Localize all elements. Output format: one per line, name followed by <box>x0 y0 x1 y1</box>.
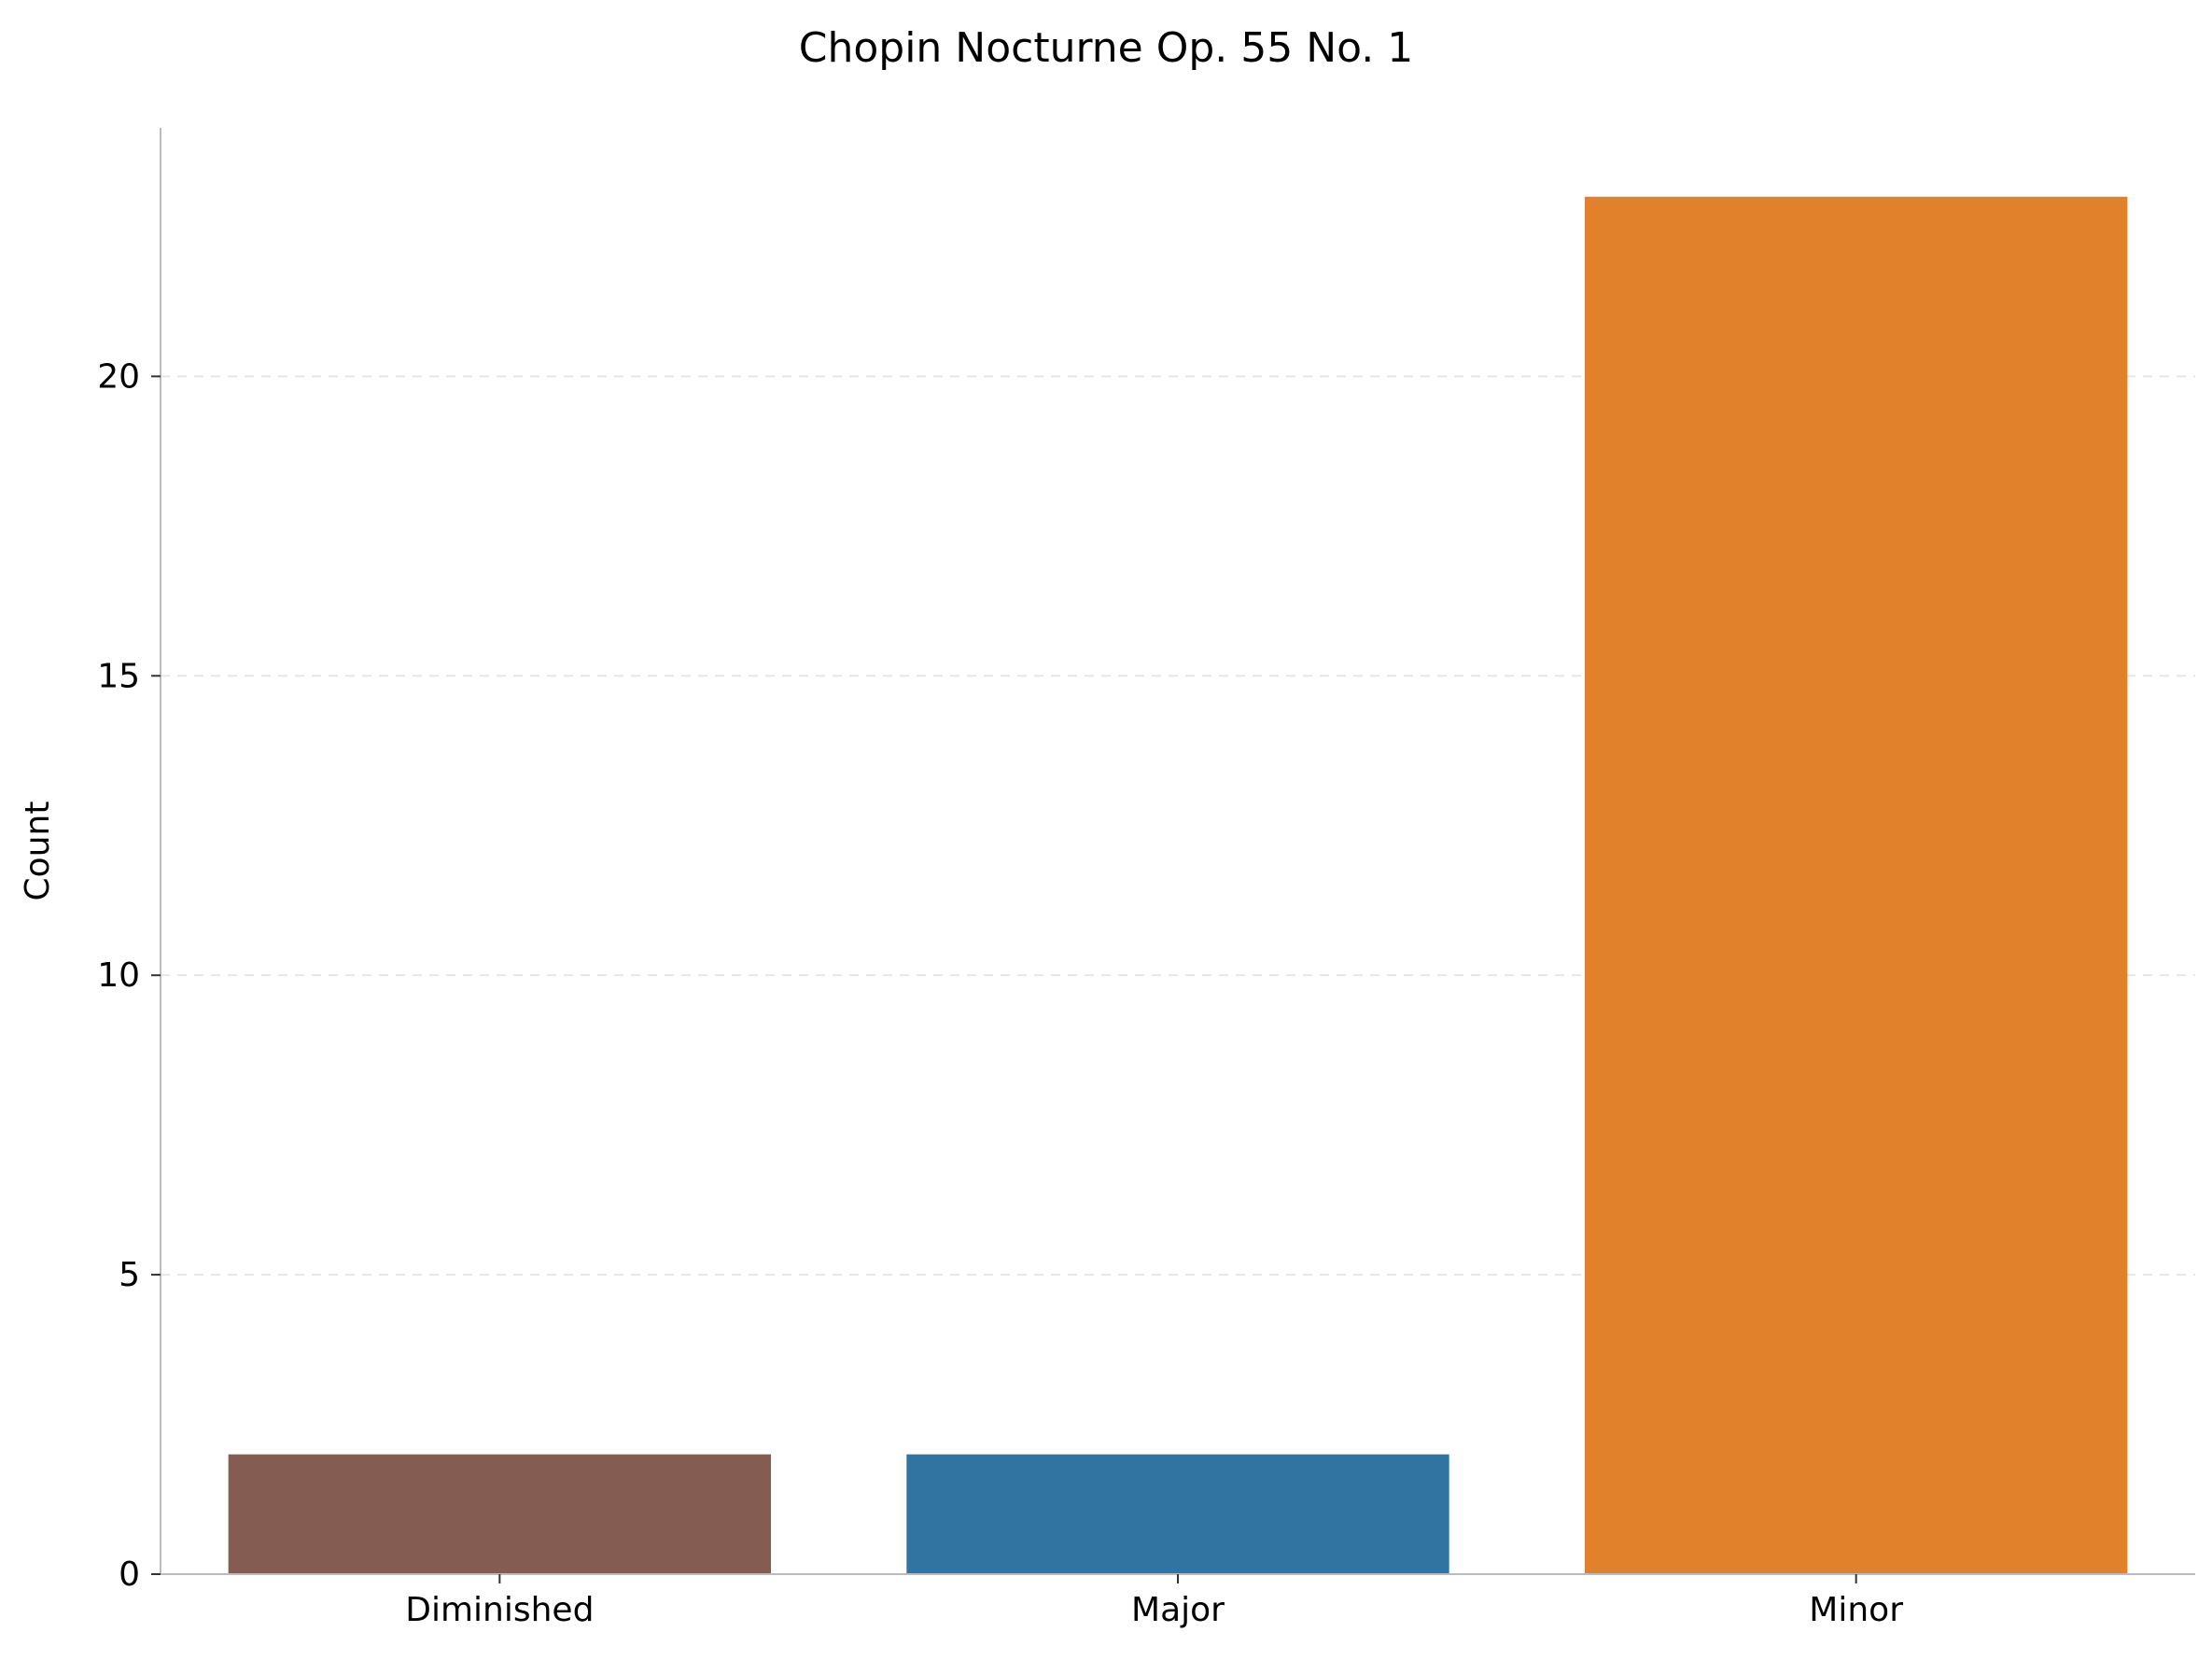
y-tick-label: 5 <box>119 1256 140 1294</box>
bar-major <box>906 1454 1449 1574</box>
y-tick-label: 0 <box>119 1555 140 1594</box>
x-tick-label: Minor <box>1809 1591 1903 1629</box>
y-tick-label: 20 <box>97 357 140 396</box>
bars <box>228 196 2128 1574</box>
bar-diminished <box>228 1454 771 1574</box>
y-tick-label: 10 <box>97 956 140 995</box>
x-tick-label: Major <box>1131 1591 1225 1629</box>
gridlines <box>161 375 2195 1276</box>
chart-title: Chopin Nocturne Op. 55 No. 1 <box>799 24 1414 72</box>
y-axis-ticks: 0 5 10 15 20 <box>97 357 161 1594</box>
bar-minor <box>1585 196 2128 1574</box>
y-tick-label: 15 <box>97 657 140 695</box>
x-axis-ticks: Diminished Major Minor <box>405 1574 1903 1629</box>
x-tick-label: Diminished <box>405 1591 594 1629</box>
y-axis-label: Count <box>19 802 57 901</box>
